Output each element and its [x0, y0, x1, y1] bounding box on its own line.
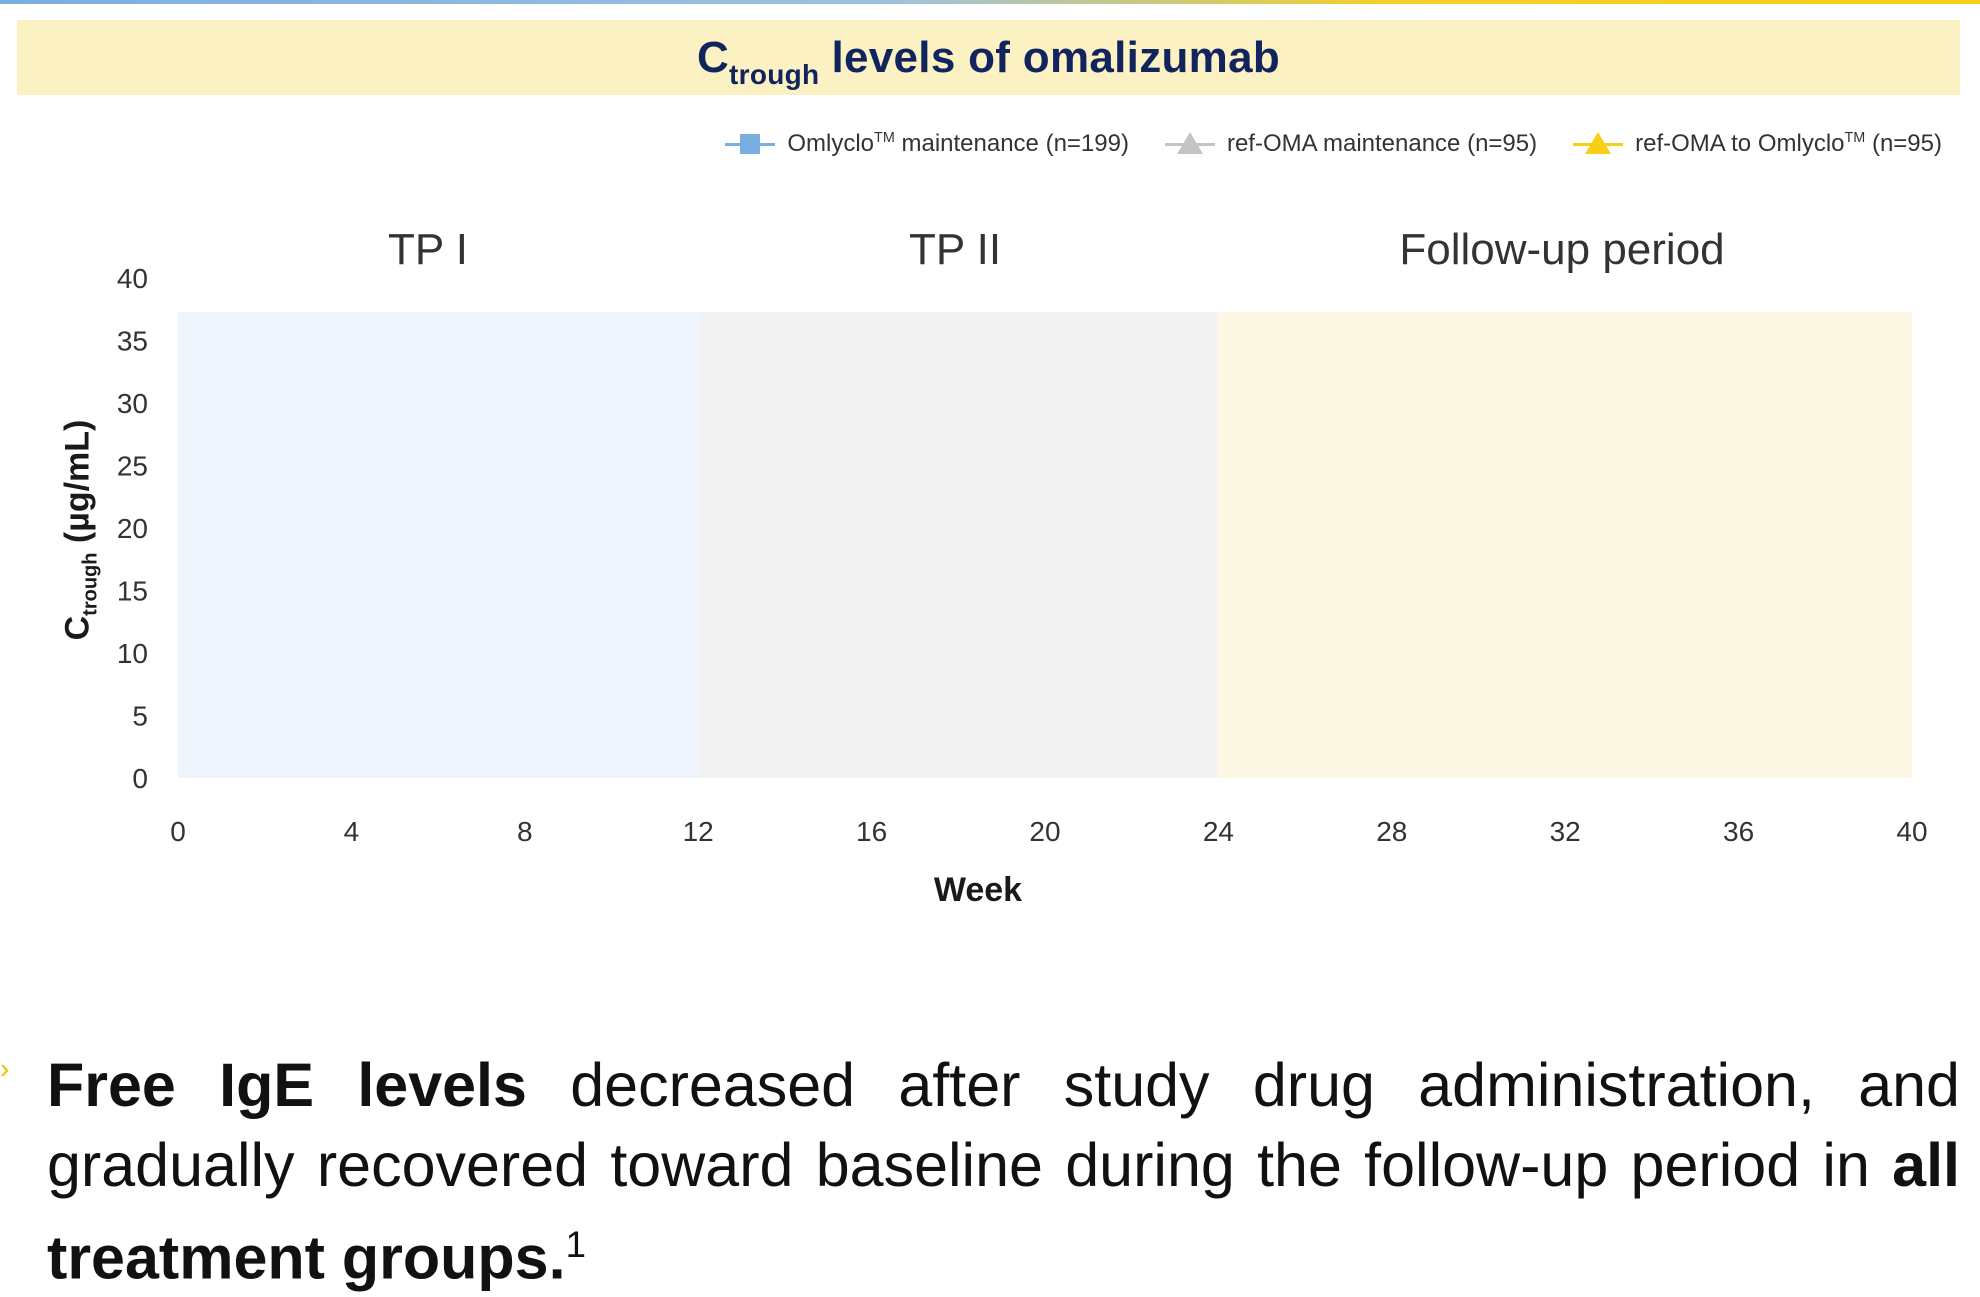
y-tick-label: 35: [117, 326, 148, 357]
chart-title-banner: Ctrough levels of omalizumab: [17, 20, 1960, 95]
x-tick-label: 40: [1896, 816, 1927, 847]
legend-label-omlyclo: OmlycloTM maintenance (n=199): [787, 130, 1129, 157]
chart-title: Ctrough levels of omalizumab: [696, 32, 1281, 90]
x-tick-label: 32: [1550, 816, 1581, 847]
y-tick-label: 10: [117, 638, 148, 669]
legend-triangle-marker-icon: [1573, 130, 1624, 158]
y-tick-label: 40: [117, 263, 148, 294]
y-tick-label: 25: [117, 451, 148, 482]
legend-label-refoma: ref-OMA maintenance (n=95): [1226, 130, 1538, 157]
legend-item-switch: ref-OMA to OmlycloTM (n=95): [1573, 130, 1942, 158]
period-band-2: [1218, 312, 1912, 778]
title-rest: levels of omalizumab: [831, 32, 1281, 82]
y-tick-label: 20: [117, 513, 148, 544]
x-tick-label: 0: [170, 816, 186, 847]
legend-triangle-marker-icon: [1164, 130, 1215, 158]
bullet-body-text: decreased after study drug administratio…: [47, 1051, 1960, 1199]
y-tick-label: 15: [117, 576, 148, 607]
title-subscript: trough: [729, 58, 820, 90]
top-accent-rule: [0, 0, 1980, 4]
legend-square-marker-icon: [725, 130, 776, 158]
x-axis-label: Week: [934, 871, 1022, 909]
period-label-followup: Follow-up period: [1399, 225, 1725, 274]
legend-item-omlyclo: OmlycloTM maintenance (n=199): [725, 130, 1129, 158]
period-band-0: [178, 312, 699, 778]
x-tick-label: 4: [344, 816, 360, 847]
x-tick-label: 12: [683, 816, 714, 847]
summary-bullet: Free IgE levels decreased after study dr…: [0, 1045, 1960, 1297]
footnote-ref: 1: [565, 1224, 586, 1265]
y-tick-label: 30: [117, 388, 148, 419]
bullet-chevron-icon: ›: [0, 1053, 10, 1084]
x-tick-label: 16: [856, 816, 887, 847]
x-tick-label: 36: [1723, 816, 1754, 847]
period-label-tp2: TP II: [908, 225, 1002, 274]
title-prefix: C: [696, 32, 730, 82]
x-tick-label: 24: [1203, 816, 1234, 847]
x-tick-label: 28: [1376, 816, 1407, 847]
legend-item-refoma: ref-OMA maintenance (n=95): [1164, 130, 1538, 158]
period-band-1: [698, 312, 1219, 778]
y-axis-label: Ctrough (µg/mL): [58, 419, 102, 641]
x-tick-label: 8: [517, 816, 533, 847]
bullet-bold-free-ige: Free IgE levels: [47, 1051, 527, 1119]
ctrough-chart: 0 5 10 15 20 25 30 35 40 0 4 8 12 16 20 24 28 32 36 40 Week: [117, 263, 1928, 909]
period-label-tp1: TP I: [388, 225, 468, 274]
y-tick-label: 5: [132, 701, 148, 732]
chart-legend: OmlycloTM maintenance (n=199) ref-OMA ma…: [725, 130, 1942, 158]
x-tick-label: 20: [1029, 816, 1060, 847]
y-tick-label: 0: [132, 763, 148, 794]
legend-label-switch: ref-OMA to OmlycloTM (n=95): [1635, 130, 1942, 157]
